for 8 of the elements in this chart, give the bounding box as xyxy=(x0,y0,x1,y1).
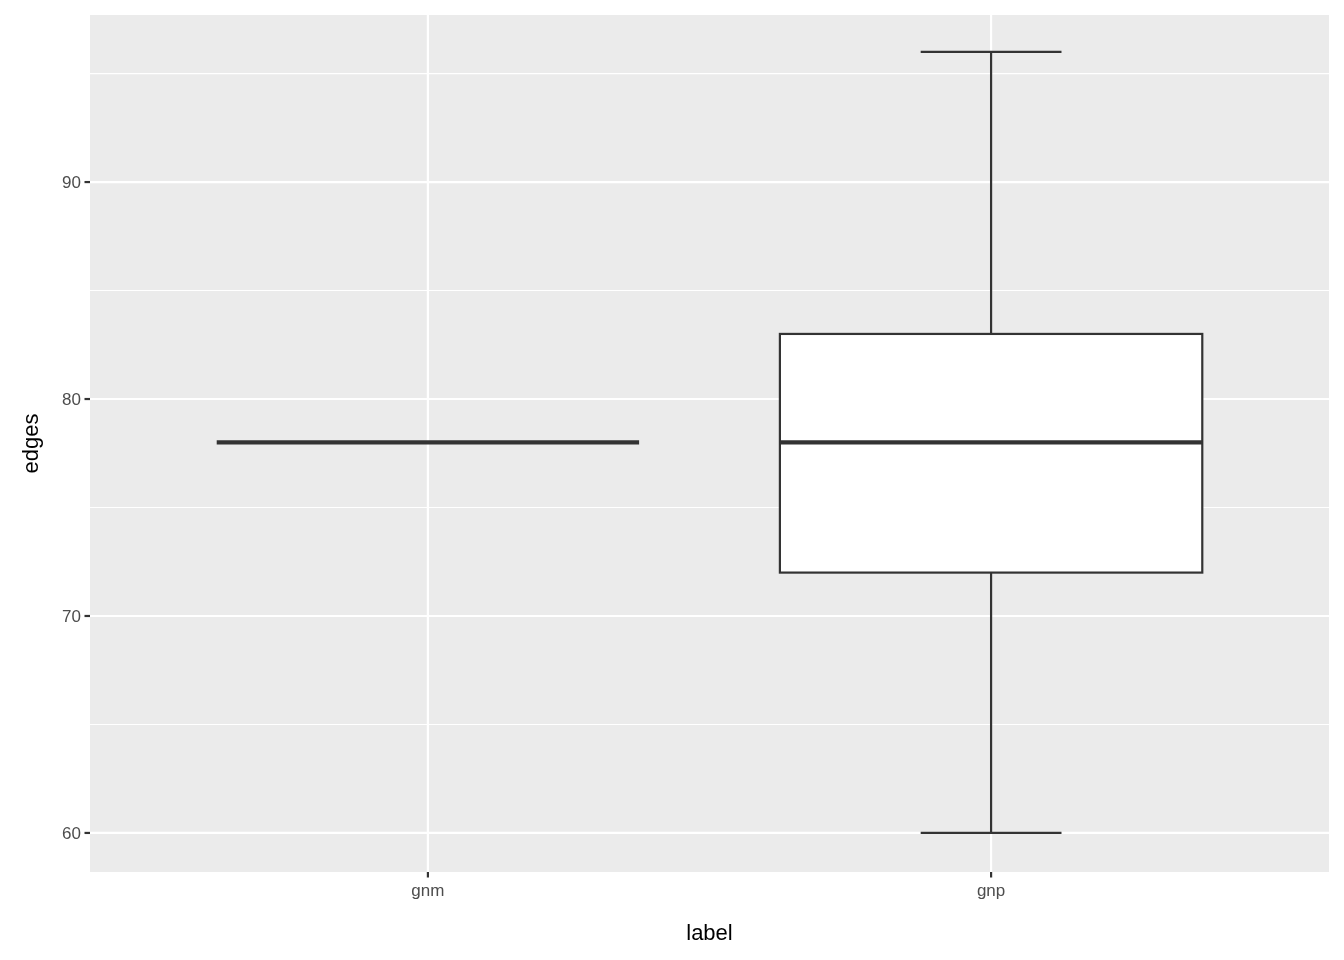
y-axis-title: edges xyxy=(18,413,43,474)
y-tick-label: 70 xyxy=(62,606,81,626)
x-axis-title: label xyxy=(686,920,733,945)
x-tick-label: gnm xyxy=(411,881,445,900)
x-tick-label: gnp xyxy=(976,881,1006,900)
y-tick-label: 90 xyxy=(62,173,81,193)
y-tick-label: 80 xyxy=(62,389,81,409)
y-tick-label: 60 xyxy=(62,823,81,843)
